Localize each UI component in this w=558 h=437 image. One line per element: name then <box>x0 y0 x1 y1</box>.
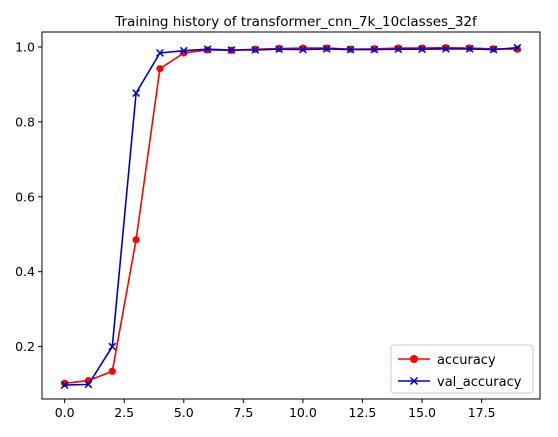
series-line-val-accuracy <box>64 46 518 386</box>
point-val-accuracy <box>179 46 188 55</box>
point-val-accuracy <box>465 44 474 53</box>
legend: accuracy val_accuracy <box>390 344 534 394</box>
point-accuracy <box>418 44 426 52</box>
point-val-accuracy <box>298 45 307 54</box>
x-tick-label: 2.5 <box>114 405 134 420</box>
point-val-accuracy <box>60 381 69 390</box>
point-val-accuracy <box>275 45 284 54</box>
point-val-accuracy <box>418 45 426 54</box>
point-val-accuracy <box>227 46 236 54</box>
point-val-accuracy <box>346 45 355 54</box>
point-val-accuracy <box>441 44 450 53</box>
y-tick-label: 0.2 <box>15 339 35 354</box>
point-val-accuracy <box>370 45 379 54</box>
y-tick-label: 0.4 <box>15 264 35 279</box>
point-val-accuracy <box>84 380 93 389</box>
point-accuracy <box>108 367 116 375</box>
point-val-accuracy <box>132 89 141 97</box>
y-tick-label: 0.8 <box>15 114 35 129</box>
series-line-accuracy <box>64 46 518 385</box>
point-val-accuracy <box>394 45 403 54</box>
y-tick-label: 1.0 <box>15 39 35 54</box>
point-val-accuracy <box>108 342 117 351</box>
x-tick-label: 0.0 <box>55 405 75 420</box>
legend-marker-val-accuracy <box>409 376 419 386</box>
y-tick-label: 0.6 <box>15 189 35 204</box>
legend-label-accuracy: accuracy <box>437 353 496 368</box>
legend-marker-accuracy <box>410 355 418 363</box>
point-accuracy <box>394 44 402 52</box>
point-accuracy <box>442 44 450 52</box>
x-tick-label: 12.5 <box>349 405 377 420</box>
point-val-accuracy <box>513 43 522 52</box>
x-tick-label: 7.5 <box>233 405 253 420</box>
series-val-accuracy <box>60 43 522 390</box>
point-val-accuracy <box>322 44 331 53</box>
point-val-accuracy <box>156 49 164 57</box>
x-tick-label: 17.5 <box>468 405 496 420</box>
x-tick-label: 15.0 <box>408 405 436 420</box>
legend-label-val-accuracy: val_accuracy <box>437 375 522 390</box>
point-accuracy <box>156 65 164 73</box>
point-val-accuracy <box>489 45 498 54</box>
y-axis: 0.2 0.4 0.6 0.8 1.0 <box>15 39 42 354</box>
x-axis: 0.0 2.5 5.0 7.5 10.0 12.5 15.0 17.5 <box>55 399 496 420</box>
point-accuracy <box>132 236 140 244</box>
chart-title: Training history of transformer_cnn_7k_1… <box>114 14 478 30</box>
series-layer <box>60 43 522 390</box>
point-val-accuracy <box>203 45 212 54</box>
point-val-accuracy <box>251 46 260 54</box>
x-tick-label: 5.0 <box>174 405 194 420</box>
x-tick-label: 10.0 <box>289 405 317 420</box>
